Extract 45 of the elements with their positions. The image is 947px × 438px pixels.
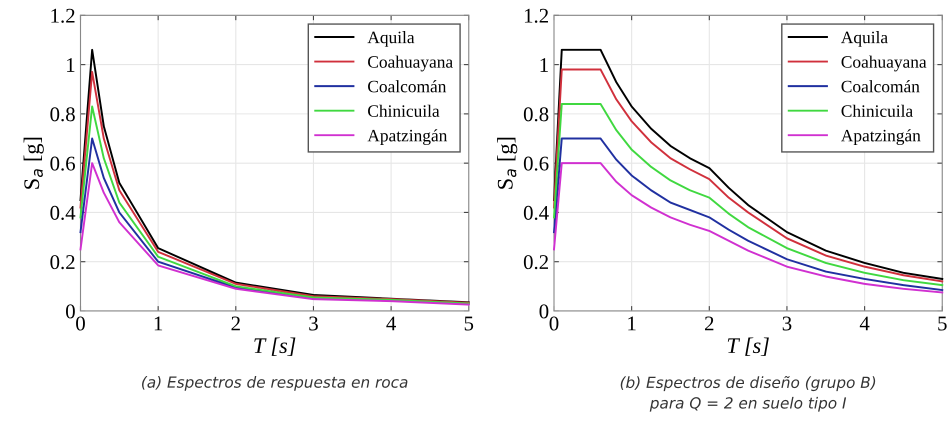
- x-tick-label: 4: [386, 316, 396, 330]
- y-axis-title: S$_{a}$ [g]: [497, 138, 518, 189]
- y-tick-label: 0.6: [50, 156, 76, 171]
- text: (b) Espectros de diseño (grupo B) para Q = 2 en suelo tipo I: [620, 376, 876, 412]
- x-tick-label: 1: [628, 316, 636, 330]
- legend-label: Chinicuila: [842, 104, 913, 117]
- legend-label: Aquila: [841, 31, 888, 47]
- x-tick-label: 5: [464, 316, 474, 331]
- legend-label: Coahuayana: [368, 56, 453, 72]
- line-series: [553, 162, 944, 294]
- line-series: [80, 106, 470, 305]
- y-tick-label: 1.2: [524, 8, 548, 23]
- x-axis-title: T [s]: [254, 338, 296, 356]
- legend-label: Coalcomán: [368, 80, 446, 92]
- y-tick-label: 0.8: [50, 107, 75, 122]
- y-tick-label: 0: [540, 304, 548, 318]
- y-tick-label: 1.2: [51, 8, 74, 23]
- x-tick-label: 3: [309, 316, 318, 331]
- x-tick-label: 5: [938, 316, 947, 331]
- legend-label: Chinicuila: [368, 104, 440, 117]
- y-tick-label: 0.2: [524, 255, 548, 270]
- y-tick-label: 0.8: [524, 107, 548, 122]
- legend-label: Coahuayana: [842, 56, 926, 72]
- legend-label: Apatzingán: [368, 129, 448, 146]
- x-axis-title: T [s]: [728, 338, 769, 356]
- x-tick-label: 2: [705, 316, 714, 330]
- x-tick-label: 4: [860, 316, 870, 330]
- y-tick-label: 0.2: [50, 255, 74, 270]
- y-axis-title: S$_{a}$ [g]: [24, 138, 44, 189]
- y-tick-label: 0.4: [524, 206, 549, 220]
- y-tick-label: 0.6: [524, 156, 549, 171]
- x-tick-label: 0: [76, 316, 85, 331]
- y-tick-label: 0: [66, 304, 75, 318]
- y-tick-label: 1: [67, 58, 74, 72]
- legend-label: Aquila: [368, 31, 414, 47]
- x-tick-label: 2: [232, 316, 240, 330]
- x-tick-label: 0: [550, 316, 558, 331]
- y-tick-label: 1: [540, 58, 548, 72]
- x-tick-label: 3: [782, 316, 792, 331]
- x-tick-label: 1: [154, 316, 162, 330]
- y-tick-label: 0.4: [50, 206, 76, 220]
- legend-label: Apatzingán: [841, 129, 921, 146]
- text: (a) Espectros de respuesta en roca: [142, 376, 408, 391]
- line-series: [553, 103, 944, 286]
- legend-label: Coalcomán: [842, 80, 920, 92]
